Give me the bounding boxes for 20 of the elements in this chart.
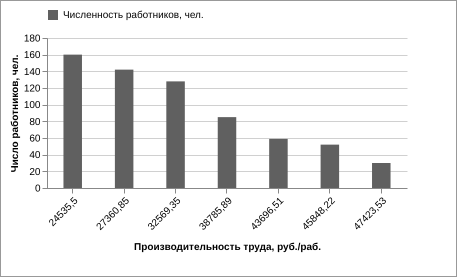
bar bbox=[166, 81, 185, 188]
bar bbox=[63, 54, 82, 188]
y-tick-label: 20 bbox=[29, 166, 41, 178]
y-tick-label: 0 bbox=[34, 184, 41, 194]
y-tick-label: 60 bbox=[29, 134, 41, 144]
y-tick-label: 140 bbox=[24, 66, 41, 78]
bar bbox=[372, 163, 391, 188]
bar bbox=[114, 70, 134, 188]
y-tick-label: 120 bbox=[24, 84, 41, 94]
bar bbox=[320, 144, 340, 188]
x-axis-title: Производительность труда, руб./раб. bbox=[134, 242, 322, 254]
y-tick-label: 180 bbox=[24, 34, 41, 44]
y-tick-label: 100 bbox=[24, 100, 41, 112]
y-tick-label: 40 bbox=[29, 150, 41, 162]
y-tick-label: 160 bbox=[24, 50, 41, 62]
bar bbox=[269, 138, 288, 188]
bar bbox=[218, 117, 236, 188]
y-tick-label: 80 bbox=[29, 116, 41, 128]
y-axis-title: Число работников, чел. bbox=[10, 54, 21, 172]
legend-label: Численность работников, чел. bbox=[63, 10, 204, 21]
